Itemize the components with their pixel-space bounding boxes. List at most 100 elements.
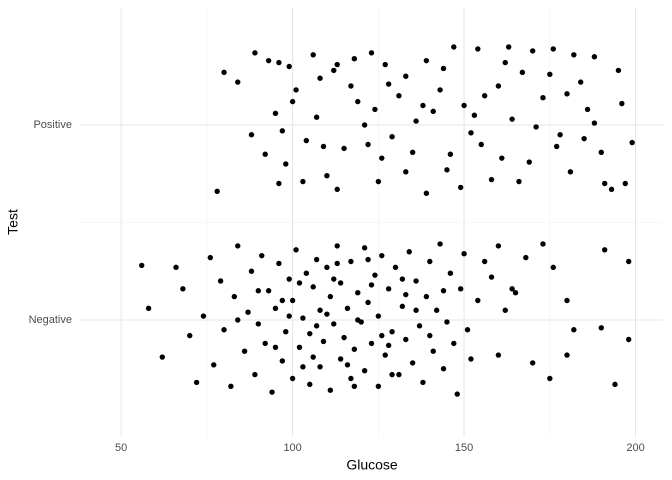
point xyxy=(409,149,416,155)
point xyxy=(262,151,268,157)
point xyxy=(265,57,272,64)
point xyxy=(300,315,306,321)
y-axis-title: Test xyxy=(5,209,21,235)
point xyxy=(385,286,392,292)
point xyxy=(334,260,340,267)
point xyxy=(403,169,409,175)
point xyxy=(571,52,577,58)
point xyxy=(279,358,286,364)
point xyxy=(399,276,406,282)
point xyxy=(139,262,145,269)
point xyxy=(564,91,570,97)
y-tick-label: Positive xyxy=(33,119,72,131)
point xyxy=(396,371,402,378)
point xyxy=(608,186,615,193)
point xyxy=(145,305,152,311)
point xyxy=(187,332,193,339)
point xyxy=(272,305,279,311)
point xyxy=(379,252,385,259)
x-tick-label: 50 xyxy=(115,442,127,454)
point xyxy=(427,258,433,265)
point xyxy=(502,307,508,313)
point xyxy=(368,340,375,347)
point xyxy=(509,116,515,122)
point xyxy=(567,169,574,175)
point xyxy=(283,329,289,335)
point xyxy=(509,286,515,292)
point xyxy=(348,375,354,382)
x-axis-title: Glucose xyxy=(346,457,398,473)
point xyxy=(269,389,275,395)
point xyxy=(420,102,426,109)
point xyxy=(293,247,299,253)
point xyxy=(564,297,570,304)
point xyxy=(423,57,430,64)
point xyxy=(512,290,519,296)
point xyxy=(495,352,502,358)
point xyxy=(331,276,337,282)
point xyxy=(228,383,234,389)
point xyxy=(619,100,625,107)
point xyxy=(241,348,248,354)
point xyxy=(289,375,296,382)
point xyxy=(427,332,433,339)
point xyxy=(481,258,488,265)
point xyxy=(361,122,368,128)
point xyxy=(396,93,402,99)
point xyxy=(626,258,632,265)
point xyxy=(324,264,330,271)
point xyxy=(420,379,426,386)
point xyxy=(355,98,361,105)
point xyxy=(375,383,382,389)
point xyxy=(461,251,467,257)
point xyxy=(313,256,320,263)
point xyxy=(471,112,478,118)
point xyxy=(615,67,622,74)
point xyxy=(403,73,409,79)
point xyxy=(365,256,371,263)
point xyxy=(207,254,214,261)
point xyxy=(351,383,358,389)
point xyxy=(389,371,395,378)
point xyxy=(622,180,628,187)
point xyxy=(451,44,457,50)
point xyxy=(317,364,323,370)
point xyxy=(334,243,340,249)
point xyxy=(564,352,570,358)
point xyxy=(571,327,577,333)
point xyxy=(289,98,296,105)
point xyxy=(423,293,430,300)
point xyxy=(447,151,454,157)
point xyxy=(248,268,255,274)
point xyxy=(495,243,502,249)
point xyxy=(413,118,419,124)
point xyxy=(327,387,334,393)
point xyxy=(372,106,378,113)
point xyxy=(272,344,279,350)
point xyxy=(265,288,272,294)
point xyxy=(591,54,598,60)
y-tick-label: Negative xyxy=(29,314,72,326)
point xyxy=(385,81,392,87)
point xyxy=(296,344,303,350)
point xyxy=(344,305,351,311)
point xyxy=(406,249,412,255)
point xyxy=(293,87,299,93)
point xyxy=(447,270,454,276)
point xyxy=(252,371,258,378)
point xyxy=(444,167,450,173)
point xyxy=(389,329,395,335)
point xyxy=(553,143,560,150)
point xyxy=(173,264,179,271)
point xyxy=(379,332,385,339)
point xyxy=(392,264,399,271)
point xyxy=(286,63,292,70)
point xyxy=(286,313,292,319)
point xyxy=(331,321,337,327)
point xyxy=(272,110,279,117)
point xyxy=(351,346,358,352)
point xyxy=(468,130,474,136)
point xyxy=(403,336,409,343)
point xyxy=(337,356,344,362)
point xyxy=(341,334,347,341)
